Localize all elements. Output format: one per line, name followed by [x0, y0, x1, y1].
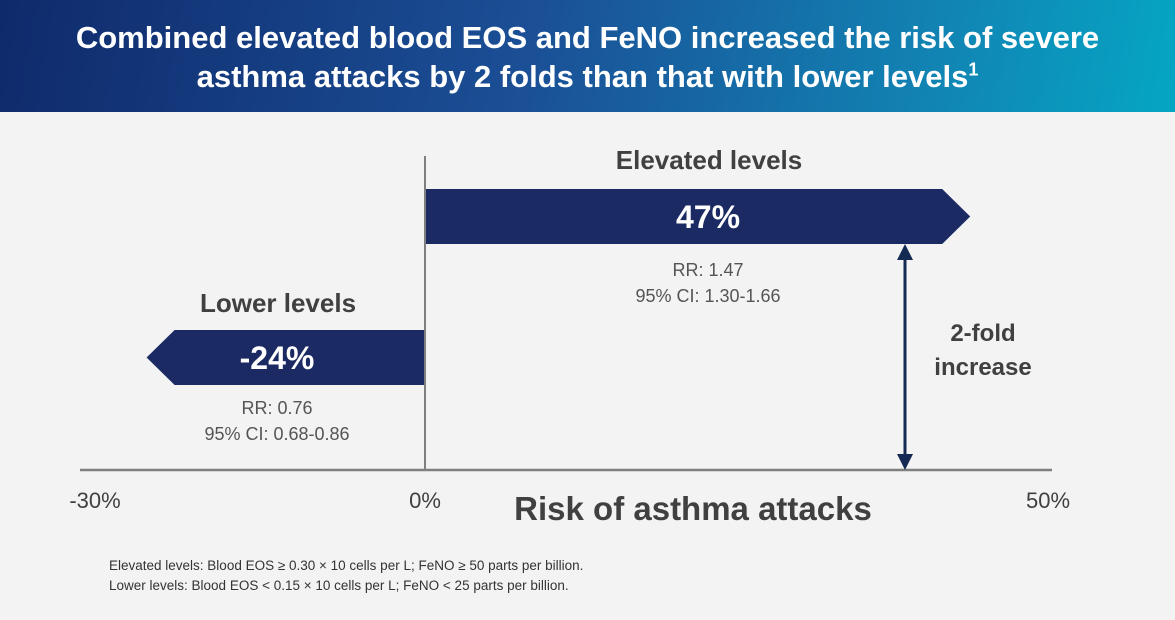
rr-lower-text: RR: 0.76: [241, 398, 312, 418]
title-line-1: Combined elevated blood EOS and FeNO inc…: [75, 20, 1100, 55]
x-axis-label: Risk of asthma attacks: [514, 490, 872, 527]
tick-label: 0%: [409, 488, 441, 513]
bars-layer: [146, 189, 971, 385]
title-citation: 1: [968, 59, 979, 80]
category-label-lower: Lower levels: [200, 288, 356, 318]
ci-elevated-text: 95% CI: 1.30-1.66: [635, 286, 780, 306]
category-label-elevated: Elevated levels: [616, 145, 802, 175]
data-label-elevated: 47%: [676, 199, 740, 235]
tick-label: 50%: [1026, 488, 1070, 513]
tick-label: -30%: [69, 488, 120, 513]
footnote-elevated: Elevated levels: Blood EOS ≥ 0.30 × 10 c…: [109, 558, 584, 573]
arrow-head-down-icon: [897, 454, 913, 470]
risk-chart: -30% 0% 50% Risk of asthma attacks Elevate…: [69, 145, 1070, 527]
bar-lower: [146, 330, 425, 385]
ci-lower-text: 95% CI: 0.68-0.86: [204, 424, 349, 444]
rr-elevated-text: RR: 1.47: [672, 260, 743, 280]
bar-elevated: [425, 189, 971, 244]
title-banner: Combined elevated blood EOS and FeNO inc…: [0, 0, 1175, 112]
title-line-2: asthma attacks by 2 folds than that with…: [0, 56, 1175, 98]
double-arrow-icon: [897, 244, 913, 470]
increase-label-line-2: increase: [934, 354, 1031, 381]
tick-labels: -30% 0% 50%: [69, 488, 1070, 513]
footnote-lower: Lower levels: Blood EOS < 0.15 × 10 cell…: [109, 578, 569, 593]
arrow-head-up-icon: [897, 244, 913, 260]
data-label-lower: -24%: [240, 340, 315, 376]
increase-label-line-1: 2-fold: [950, 320, 1015, 347]
title-line-2-text: asthma attacks by 2 folds than that with…: [196, 59, 969, 94]
